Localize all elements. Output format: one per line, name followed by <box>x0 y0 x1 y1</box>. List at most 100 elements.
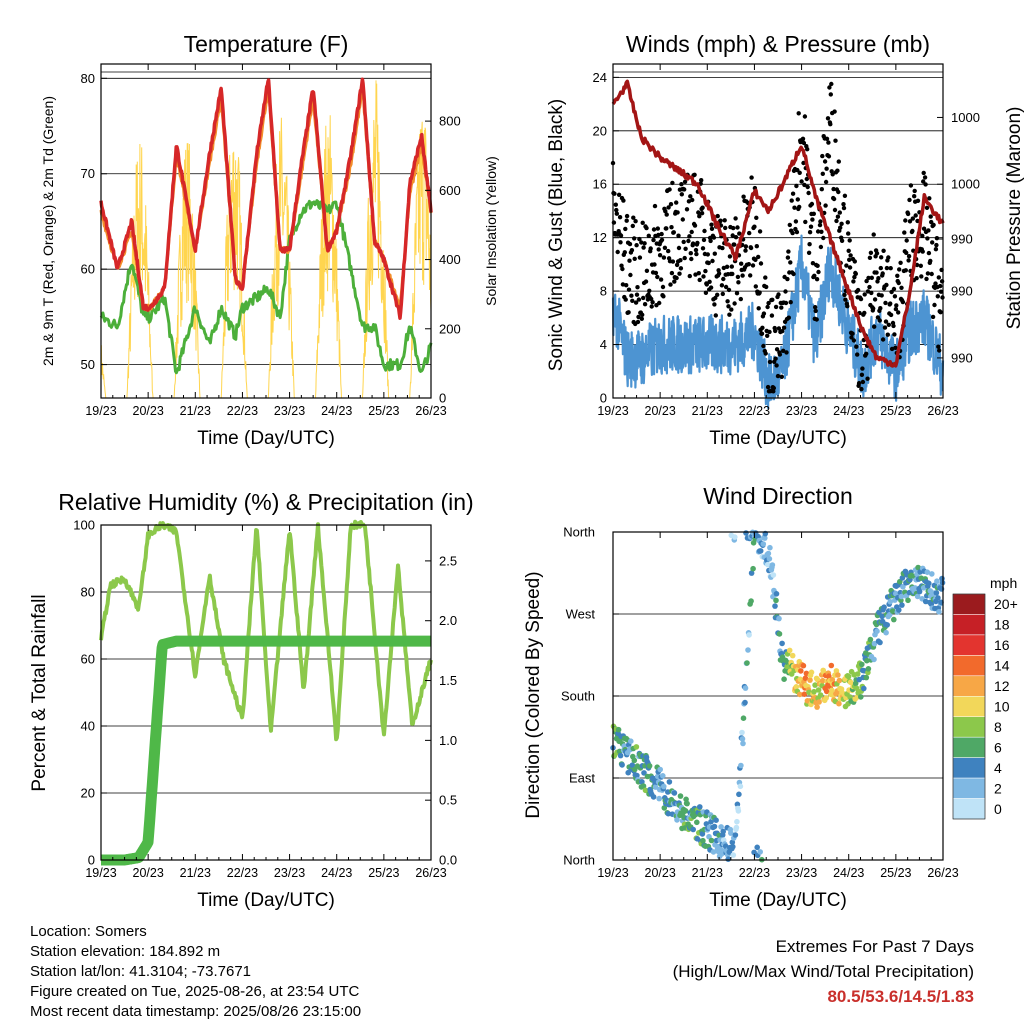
direction-point <box>642 787 649 794</box>
direction-point <box>797 691 803 698</box>
direction-point <box>738 762 744 769</box>
gust-point <box>788 300 793 305</box>
gust-point <box>703 268 708 274</box>
gust-point <box>660 284 666 290</box>
gust-point <box>661 294 666 299</box>
colorbar-title: mph <box>990 575 1017 591</box>
gust-point <box>815 229 821 234</box>
direction-point <box>745 647 751 653</box>
gust-point <box>629 248 635 253</box>
gust-point <box>784 350 789 355</box>
gust-point <box>839 238 845 243</box>
gust-point <box>864 351 869 356</box>
gust-point <box>632 236 637 241</box>
gust-point <box>828 92 833 97</box>
gust-point <box>767 359 773 365</box>
gust-point <box>894 303 899 308</box>
direction-point <box>730 843 736 850</box>
gust-point <box>790 230 795 236</box>
extremes-title: Extremes For Past 7 Days <box>775 937 974 956</box>
gust-point <box>696 210 701 215</box>
gust-point <box>639 316 644 321</box>
direction-point <box>847 679 854 686</box>
gust-point <box>819 187 824 192</box>
direction-point <box>889 608 896 614</box>
gust-point <box>853 271 858 276</box>
gust-point <box>671 230 676 235</box>
direction-point <box>793 684 800 690</box>
direction-point <box>717 846 724 853</box>
gust-point <box>676 245 682 251</box>
direction-point <box>786 647 793 654</box>
y2-tick-label: 800 <box>439 114 461 129</box>
direction-point <box>740 715 747 721</box>
y2-axis-label: Station Pressure (Maroon) <box>1004 107 1024 330</box>
x-tick-label: 20/23 <box>133 404 164 418</box>
colorbar-swatch <box>952 757 986 779</box>
direction-point <box>829 676 836 683</box>
gust-point <box>822 159 828 164</box>
gust-point <box>905 211 911 217</box>
gust-point <box>907 197 912 203</box>
gust-point <box>937 348 942 353</box>
gust-point <box>630 223 635 229</box>
gust-point <box>674 275 679 281</box>
gust-point <box>670 259 676 264</box>
direction-point <box>660 773 666 779</box>
gust-point <box>926 250 932 256</box>
direction-point <box>776 631 783 637</box>
gust-point <box>799 179 804 184</box>
gust-point <box>679 192 684 197</box>
gust-point <box>935 294 940 299</box>
gust-point <box>661 255 667 260</box>
direction-point <box>800 662 807 669</box>
gust-point <box>737 231 742 236</box>
gust-point <box>720 291 725 297</box>
direction-point <box>867 636 874 643</box>
gust-point <box>758 261 764 266</box>
gust-point <box>668 282 673 287</box>
direction-point <box>858 694 864 700</box>
direction-point <box>819 677 826 684</box>
direction-point <box>856 676 862 683</box>
gust-point <box>847 265 853 270</box>
gust-point <box>839 221 844 226</box>
direction-point <box>865 666 872 672</box>
gust-point <box>735 274 741 280</box>
gust-point <box>852 274 857 280</box>
x-tick-label: 26/23 <box>927 404 958 418</box>
direction-point <box>871 640 878 647</box>
gust-point <box>680 217 685 222</box>
direction-point <box>639 779 645 785</box>
x-tick-label: 22/23 <box>739 866 770 880</box>
gust-point <box>723 284 729 290</box>
gust-point <box>919 274 924 279</box>
direction-point <box>874 628 880 634</box>
gust-point <box>636 314 641 320</box>
x-tick-label: 24/23 <box>833 404 864 418</box>
gust-point <box>813 308 818 314</box>
gust-point <box>701 237 707 243</box>
gust-point <box>936 275 941 280</box>
gust-point <box>848 253 853 258</box>
direction-point <box>617 752 624 759</box>
x-tick-label: 26/23 <box>415 866 446 880</box>
gust-point <box>851 279 856 284</box>
direction-point <box>732 832 739 838</box>
gust-point <box>889 289 894 295</box>
direction-point <box>896 607 902 613</box>
gust-point <box>807 230 813 235</box>
gust-point <box>830 172 835 177</box>
gust-point <box>877 318 882 323</box>
gust-point <box>678 266 684 271</box>
gust-point <box>825 116 831 121</box>
y-tick-label: 20 <box>81 786 95 801</box>
gust-point <box>752 224 757 229</box>
gust-point <box>815 263 820 268</box>
gust-point <box>699 211 705 216</box>
gust-point <box>790 191 796 196</box>
gust-point <box>748 245 754 251</box>
gust-point <box>933 247 939 252</box>
direction-point <box>633 744 640 750</box>
